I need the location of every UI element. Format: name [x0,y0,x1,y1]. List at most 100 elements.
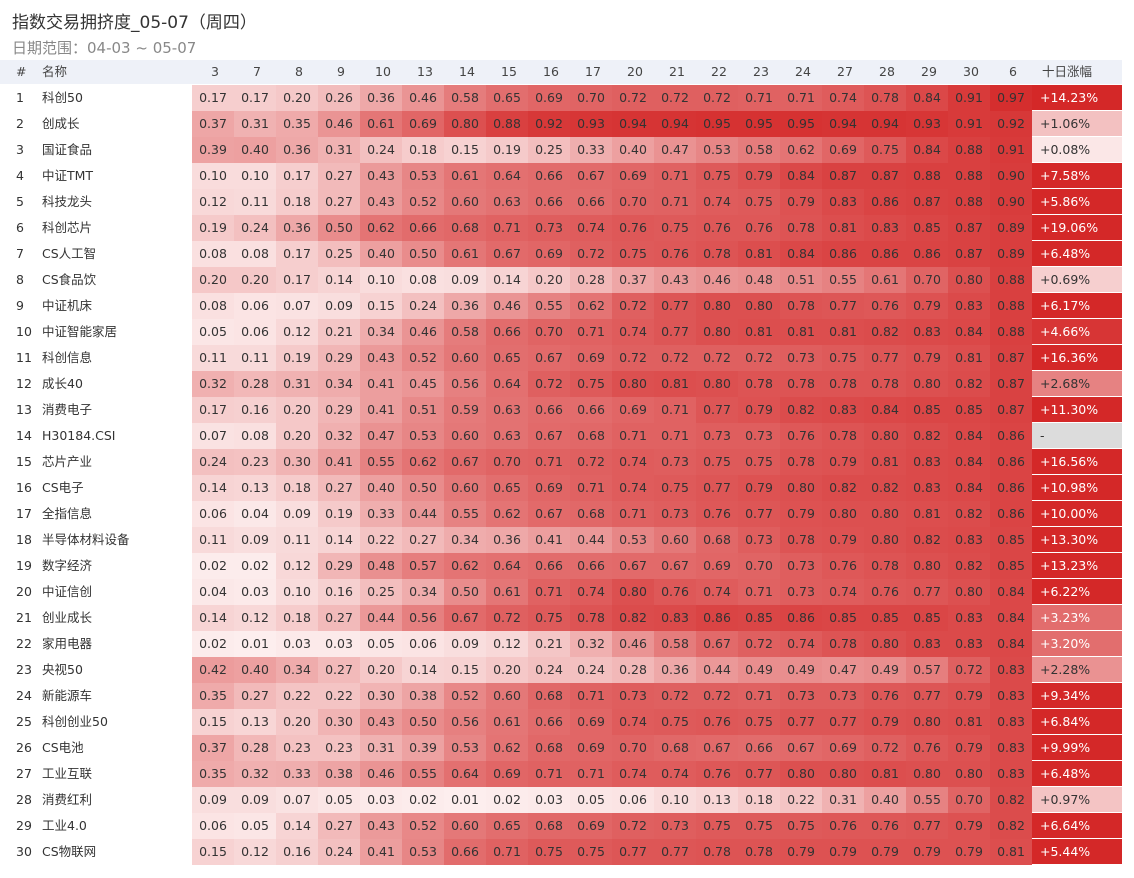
heat-cell: 0.15 [444,137,486,163]
column-header: 16 [543,64,559,79]
heat-cell: 0.80 [780,761,822,787]
heat-cell: 0.53 [696,137,738,163]
heat-cell: 0.50 [402,475,444,501]
heat-cell: 0.65 [486,345,528,371]
heat-cell: 0.92 [990,111,1032,137]
heat-cell: 0.75 [738,449,780,475]
heat-cell: 0.67 [486,241,528,267]
heat-cell: 0.80 [444,111,486,137]
heat-cell: 0.25 [318,241,360,267]
heat-cell: 0.73 [738,527,780,553]
heat-cell: 0.80 [612,579,654,605]
heat-cell: 0.62 [780,137,822,163]
heat-cell: 0.65 [486,813,528,839]
heat-cell: 0.88 [990,267,1032,293]
heat-cell: 0.74 [612,709,654,735]
heat-cell: 0.75 [738,813,780,839]
heat-cell: 0.78 [696,241,738,267]
heat-cell: 0.74 [612,449,654,475]
row-index: 11 [16,350,32,365]
heat-cell: 0.67 [612,553,654,579]
heat-cell: 0.06 [612,787,654,813]
heat-cell: 0.29 [318,345,360,371]
heat-cell: 0.75 [612,241,654,267]
heat-cell: 0.62 [402,449,444,475]
heat-cell: 0.04 [234,501,276,527]
heat-cell: 0.83 [948,605,990,631]
heat-cell: 0.76 [696,709,738,735]
heat-cell: 0.70 [486,449,528,475]
heat-cell: 0.79 [864,839,906,865]
heat-cell: 0.50 [444,579,486,605]
heat-cell: 0.26 [318,85,360,111]
change-cell: +4.66% [1032,319,1122,345]
heat-cell: 0.31 [822,787,864,813]
heat-cell: 0.64 [486,163,528,189]
heat-cell: 0.82 [906,423,948,449]
heat-cell: 0.87 [948,215,990,241]
heat-cell: 0.77 [906,683,948,709]
heat-cell: 0.76 [738,215,780,241]
heat-cell: 0.78 [822,423,864,449]
heat-cell: 0.67 [696,631,738,657]
heat-cell: 0.72 [948,657,990,683]
heat-cell: 0.03 [360,787,402,813]
column-header: 名称 [42,64,68,79]
heat-cell: 0.69 [570,813,612,839]
heat-cell: 0.71 [570,319,612,345]
heat-cell: 0.43 [360,163,402,189]
heat-cell: 0.69 [822,137,864,163]
heat-cell: 0.08 [192,241,234,267]
heat-cell: 0.83 [948,527,990,553]
index-name: 中证TMT [42,168,94,183]
heat-cell: 0.83 [990,683,1032,709]
heat-cell: 0.35 [192,761,234,787]
heat-cell: 0.17 [192,397,234,423]
heat-cell: 0.20 [276,709,318,735]
heat-cell: 0.74 [570,215,612,241]
change-cell: +10.98% [1032,475,1122,501]
heat-cell: 0.83 [654,605,696,631]
heat-cell: 0.51 [780,267,822,293]
heat-cell: 0.88 [948,137,990,163]
row-index: 9 [16,298,24,313]
index-name: 创业成长 [42,610,93,625]
heat-cell: 0.49 [780,657,822,683]
heat-cell: 0.20 [192,267,234,293]
heat-cell: 0.87 [906,189,948,215]
column-header: 十日涨幅 [1042,64,1093,79]
index-name: 数字经济 [42,558,93,573]
heat-cell: 0.20 [276,397,318,423]
heat-cell: 0.69 [570,709,612,735]
heat-cell: 0.90 [990,163,1032,189]
heat-cell: 0.80 [864,501,906,527]
heat-cell: 0.84 [906,137,948,163]
heat-cell: 0.17 [192,85,234,111]
heat-cell: 0.14 [318,267,360,293]
heat-cell: 0.78 [780,215,822,241]
heat-cell: 0.61 [486,579,528,605]
heat-cell: 0.76 [696,501,738,527]
heat-cell: 0.72 [486,605,528,631]
heat-cell: 0.79 [906,293,948,319]
heat-cell: 0.44 [402,501,444,527]
row-index: 21 [16,610,32,625]
heat-cell: 0.62 [360,215,402,241]
heat-cell: 0.85 [906,215,948,241]
heat-cell: 0.70 [612,189,654,215]
row-index: 8 [16,272,24,287]
heat-cell: 0.81 [822,215,864,241]
change-cell: +19.06% [1032,215,1122,241]
heat-cell: 0.58 [444,85,486,111]
heat-cell: 0.61 [360,111,402,137]
row-index: 24 [16,688,32,703]
heat-cell: 0.71 [570,761,612,787]
change-cell: +9.99% [1032,735,1122,761]
heat-cell: 0.73 [528,215,570,241]
heat-cell: 0.64 [486,371,528,397]
heat-cell: 0.62 [486,735,528,761]
index-name: 消费红利 [42,792,93,807]
change-cell: +6.48% [1032,761,1122,787]
heat-cell: 0.20 [234,267,276,293]
heat-cell: 0.85 [864,605,906,631]
